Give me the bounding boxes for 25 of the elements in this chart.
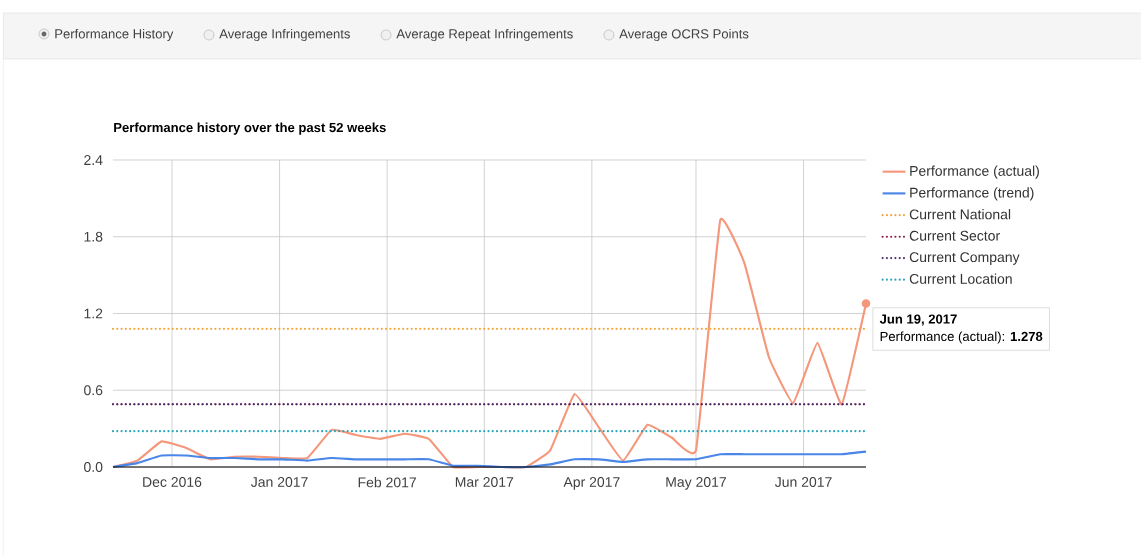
legend-label: Current Company: [909, 252, 1020, 265]
legend-label: Current Location: [909, 273, 1012, 284]
y-tick-label: 0.6: [84, 385, 103, 396]
legend-label: Current Sector: [909, 230, 1000, 241]
text: Performance History: [55, 28, 174, 42]
x-tick-label: Apr 2017: [563, 477, 620, 490]
x-tick-label: Jan 2017: [250, 477, 308, 487]
legend-label: Performance (actual): [910, 165, 1039, 179]
y-tick-label: 0.0: [84, 462, 103, 472]
text: Average Infringements: [219, 28, 350, 42]
y-tick-label: 2.4: [84, 155, 103, 165]
text: Average Repeat Infringements: [396, 28, 573, 42]
legend-label: Performance (trend): [910, 187, 1034, 201]
y-tick-label: 1.2: [84, 308, 103, 319]
x-tick-label: Jun 2017: [774, 477, 832, 487]
text: Average OCRS Points: [619, 28, 749, 42]
y-tick-label: 1.8: [84, 231, 103, 242]
annotation: Jun 19, 2017: [879, 314, 957, 326]
x-tick-label: Dec 2016: [143, 477, 202, 487]
x-tick-label: May 2017: [666, 477, 726, 490]
chart-title: Performance history over the past 52 weeks: [114, 122, 386, 135]
x-tick-label: Feb 2017: [358, 477, 416, 488]
legend-label: Current National: [909, 209, 1011, 220]
annotation: Performance (actual): 1.278: [880, 331, 1043, 344]
x-tick-label: Mar 2017: [455, 477, 514, 487]
